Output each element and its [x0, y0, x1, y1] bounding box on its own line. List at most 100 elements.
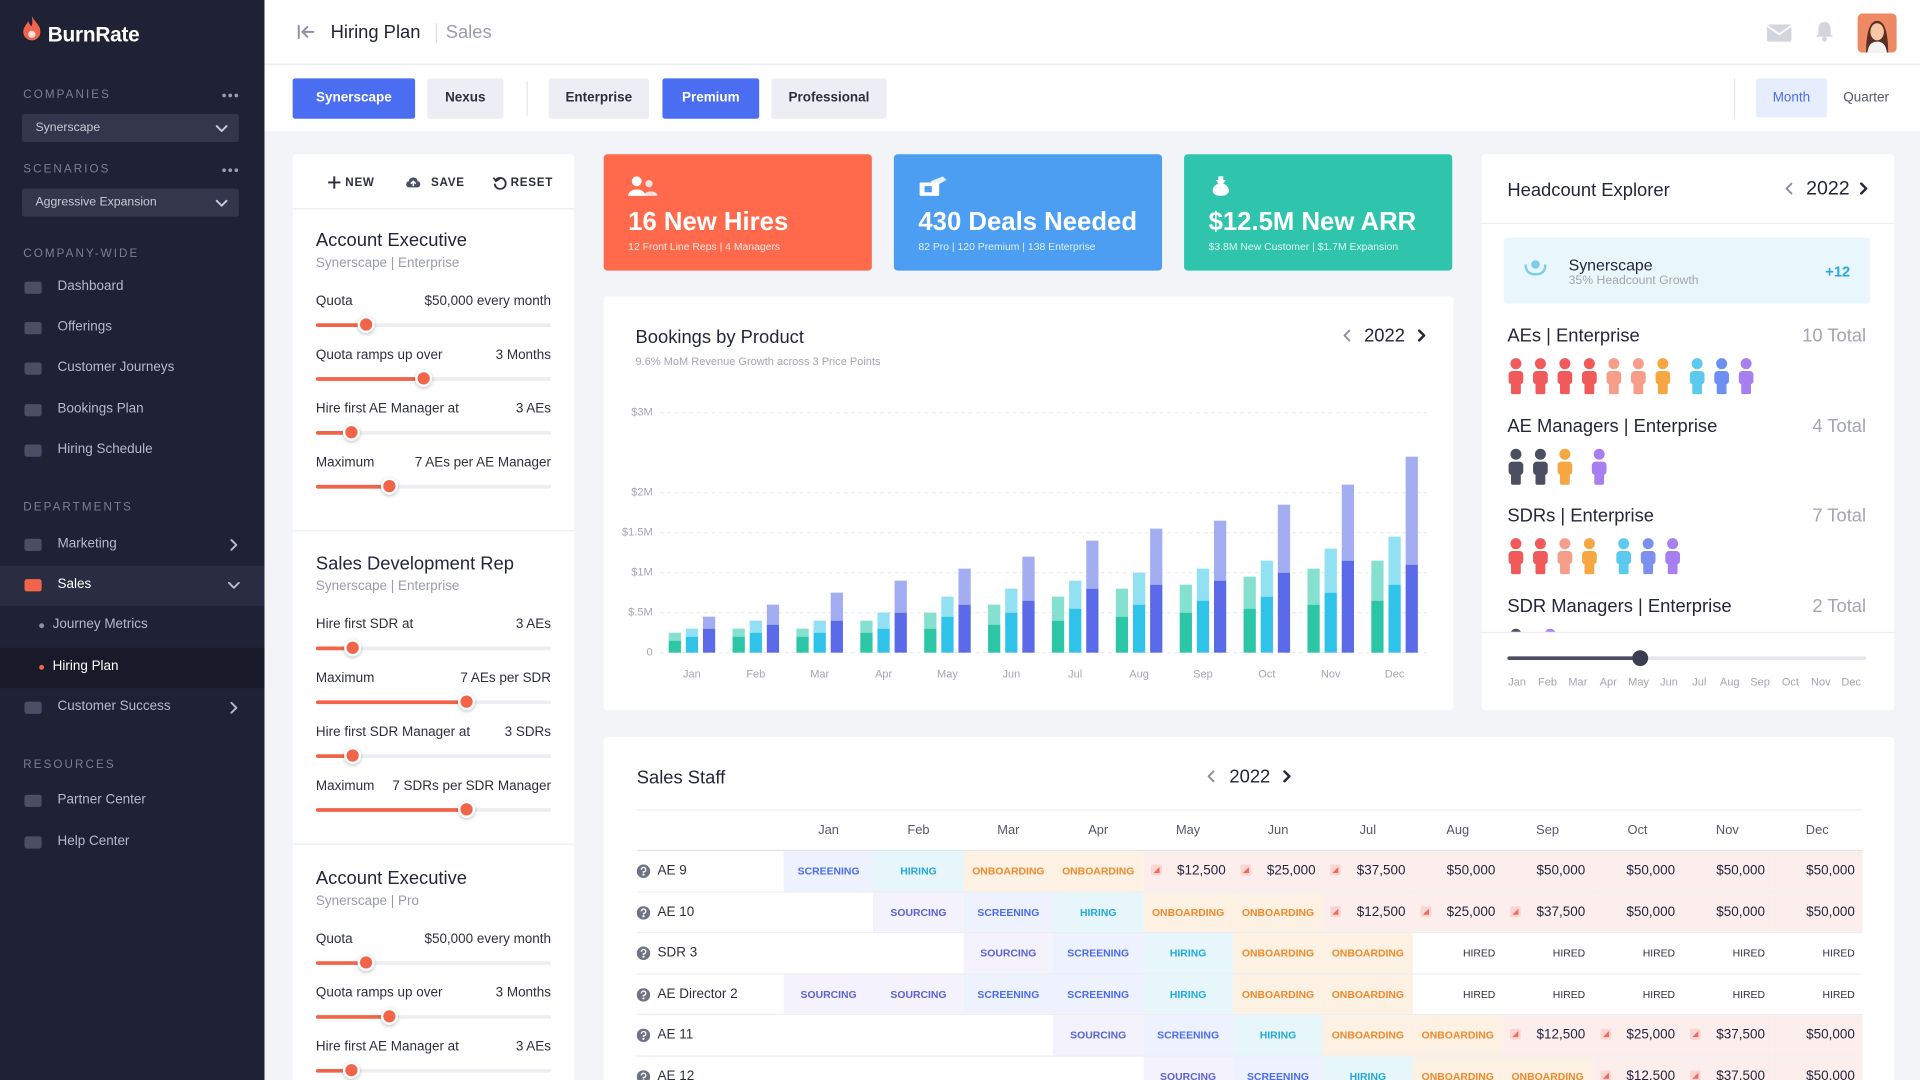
notifications-icon[interactable]: [1815, 21, 1835, 43]
amount-cell: $12,500: [1322, 892, 1413, 932]
role-title: Sales Development Rep: [315, 553, 514, 575]
slider-thumb[interactable]: [457, 800, 476, 818]
slider-thumb[interactable]: [357, 953, 375, 972]
action-button[interactable]: SAVE: [431, 176, 465, 190]
nav-item[interactable]: Marketing: [57, 536, 117, 552]
cell-value: HIRED: [1642, 946, 1676, 959]
select[interactable]: Aggressive Expansion: [22, 188, 239, 217]
bar-segment: [1086, 540, 1099, 589]
slider-value: 3 AEs: [515, 401, 552, 417]
cell-value: HIRING: [1349, 1069, 1387, 1080]
nav-item[interactable]: Offerings: [57, 319, 112, 335]
action-icon[interactable]: [492, 175, 508, 190]
mail-icon[interactable]: [1766, 23, 1793, 43]
slider-thumb[interactable]: [380, 477, 398, 495]
tab-button[interactable]: Nexus: [427, 78, 504, 119]
tab-bar: [264, 64, 1920, 132]
cell-value: ONBOARDING: [1511, 1069, 1584, 1080]
tab-button[interactable]: Quarter: [1831, 78, 1901, 118]
slider-thumb[interactable]: [344, 746, 362, 765]
more-menu[interactable]: [222, 167, 239, 174]
person-icon: [1630, 358, 1647, 395]
help-icon[interactable]: [636, 946, 651, 961]
section-title: COMPANIES: [23, 88, 111, 102]
chevron[interactable]: [1416, 329, 1428, 342]
help-icon[interactable]: [636, 1069, 651, 1080]
person-icon-glyph: [1606, 358, 1622, 395]
help-icon[interactable]: [636, 905, 651, 919]
tab-button[interactable]: Enterprise: [548, 78, 649, 119]
ramp-icon-glyph: [1689, 1069, 1701, 1080]
role-title: Account Executive: [315, 230, 468, 252]
chevron-glyph: [1785, 182, 1793, 195]
slider-thumb[interactable]: [342, 1061, 361, 1079]
cell-value: HIRING: [900, 864, 937, 877]
month-label: Feb: [1537, 675, 1557, 689]
tab-button[interactable]: Premium: [662, 78, 760, 119]
action-button[interactable]: NEW: [345, 176, 375, 190]
select-value: Aggressive Expansion: [35, 195, 157, 210]
avatar[interactable]: [1857, 13, 1897, 53]
top-bar: [264, 0, 1920, 65]
bar-segment: [668, 640, 681, 653]
amount-cell: $50,000: [1682, 892, 1773, 932]
help-icon[interactable]: [636, 1028, 651, 1043]
cell-value: ONBOARDING: [972, 864, 1045, 877]
help-icon-glyph: [636, 987, 651, 1002]
status-cell: ONBOARDING: [1233, 892, 1323, 932]
year-label: 2022: [1806, 178, 1850, 200]
nav-item[interactable]: Hiring Plan: [52, 658, 119, 674]
slider-thumb[interactable]: [457, 693, 476, 711]
nav-item[interactable]: Hiring Schedule: [57, 442, 153, 457]
kpi-card: 430 Deals Needed 82 Pro | 120 Premium | 1…: [893, 154, 1163, 271]
help-icon[interactable]: [636, 864, 651, 878]
chevron[interactable]: [1281, 770, 1293, 783]
nav-item[interactable]: Partner Center: [57, 792, 146, 807]
nav-item[interactable]: Customer Success: [57, 699, 171, 714]
nav-item[interactable]: Dashboard: [57, 279, 124, 294]
nav-item[interactable]: Customer Journeys: [57, 360, 175, 375]
person-icon: [1654, 358, 1671, 395]
help-icon[interactable]: [636, 987, 651, 1002]
slider-label: Hire first AE Manager at: [315, 1039, 459, 1055]
slider-fill: [315, 323, 367, 327]
chevron[interactable]: [1783, 182, 1795, 195]
bar-segment: [1324, 592, 1337, 653]
nav-item[interactable]: Bookings Plan: [57, 401, 144, 417]
chevron[interactable]: [215, 197, 228, 209]
slider-thumb[interactable]: [380, 1007, 398, 1025]
chevron[interactable]: [228, 539, 240, 551]
chevron[interactable]: [228, 579, 240, 591]
y-tick-label: $3M: [631, 407, 652, 419]
slider-thumb[interactable]: [344, 639, 362, 657]
more-menu[interactable]: [222, 92, 239, 99]
bar-segment: [941, 596, 954, 617]
slider-thumb[interactable]: [342, 423, 361, 441]
action-button[interactable]: RESET: [510, 176, 554, 190]
back-button[interactable]: [296, 23, 316, 40]
nav-item[interactable]: Journey Metrics: [52, 617, 148, 632]
slider-thumb[interactable]: [357, 315, 375, 334]
action-icon[interactable]: [327, 175, 343, 190]
tab-button[interactable]: Month: [1755, 78, 1827, 118]
chevron[interactable]: [1341, 329, 1353, 342]
slider-value: 3 Months: [495, 347, 552, 363]
slider-value: 3 AEs: [515, 1039, 552, 1055]
nav-item[interactable]: Sales: [57, 576, 92, 592]
chevron[interactable]: [228, 701, 240, 714]
month-slider-thumb[interactable]: [1632, 650, 1649, 667]
cell-value: HIRED: [1552, 946, 1586, 959]
cell-value: SCREENING: [1157, 1028, 1220, 1041]
status-cell: SOURCING: [1143, 1056, 1234, 1080]
select[interactable]: Synerscape: [22, 113, 239, 143]
slider-thumb[interactable]: [415, 369, 433, 387]
tab-button[interactable]: Professional: [771, 78, 887, 119]
nav-item[interactable]: Help Center: [57, 833, 130, 849]
tab-button[interactable]: Synerscape: [292, 78, 416, 119]
chevron[interactable]: [1858, 182, 1870, 195]
chevron[interactable]: [215, 122, 228, 134]
action-icon[interactable]: [405, 175, 421, 190]
cell-value: $37,500: [1356, 863, 1406, 878]
sidebar: [0, 0, 265, 1080]
chevron[interactable]: [1205, 770, 1217, 783]
